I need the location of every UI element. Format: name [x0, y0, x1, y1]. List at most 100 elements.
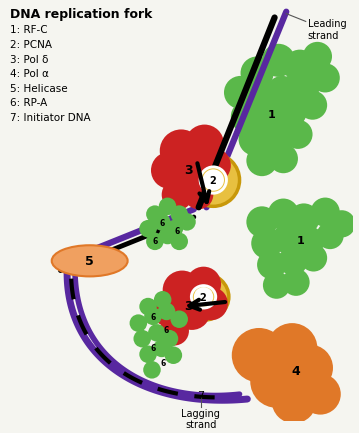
Circle shape: [163, 271, 202, 310]
Circle shape: [260, 120, 293, 153]
Circle shape: [266, 76, 299, 109]
Circle shape: [300, 374, 341, 414]
Circle shape: [267, 323, 317, 374]
Circle shape: [171, 205, 188, 223]
Circle shape: [311, 63, 340, 93]
Circle shape: [171, 310, 188, 328]
Circle shape: [148, 324, 165, 342]
Circle shape: [283, 120, 313, 149]
Circle shape: [154, 291, 172, 309]
Text: 3: 3: [185, 300, 193, 313]
Text: 1: 1: [268, 110, 276, 120]
Circle shape: [224, 76, 257, 109]
Circle shape: [184, 180, 213, 209]
Circle shape: [146, 205, 164, 223]
Circle shape: [276, 97, 307, 127]
Ellipse shape: [52, 245, 128, 276]
Text: 2: PCNA: 2: PCNA: [10, 40, 52, 50]
Circle shape: [139, 220, 157, 237]
Circle shape: [286, 345, 333, 391]
Circle shape: [295, 227, 324, 256]
Circle shape: [269, 144, 298, 173]
Ellipse shape: [193, 287, 214, 307]
Text: 4: 4: [292, 365, 300, 378]
Circle shape: [146, 233, 164, 250]
Text: 6: 6: [160, 359, 165, 368]
Text: 1: 1: [297, 236, 305, 246]
Circle shape: [268, 199, 299, 229]
Circle shape: [186, 267, 221, 302]
Text: 3: 3: [185, 164, 193, 177]
Circle shape: [252, 98, 285, 131]
Circle shape: [241, 56, 274, 90]
Circle shape: [171, 233, 188, 250]
Text: 5: Helicase: 5: Helicase: [10, 84, 67, 94]
Circle shape: [279, 246, 308, 275]
Text: 3: Pol δ: 3: Pol δ: [10, 55, 48, 65]
Circle shape: [134, 330, 151, 347]
Circle shape: [272, 378, 316, 423]
Circle shape: [328, 210, 355, 237]
Circle shape: [257, 250, 286, 279]
Text: 4: Pol α: 4: Pol α: [10, 69, 49, 79]
Circle shape: [288, 204, 320, 235]
Circle shape: [263, 271, 290, 299]
Circle shape: [246, 145, 278, 176]
Circle shape: [151, 152, 188, 189]
Circle shape: [195, 287, 228, 320]
Circle shape: [162, 179, 193, 210]
Ellipse shape: [190, 284, 217, 310]
Circle shape: [173, 154, 212, 193]
Ellipse shape: [202, 168, 225, 192]
Circle shape: [160, 129, 202, 172]
Text: 6: RP-A: 6: RP-A: [10, 98, 47, 108]
Circle shape: [165, 346, 182, 364]
Ellipse shape: [187, 154, 239, 207]
Circle shape: [311, 197, 340, 227]
Circle shape: [246, 207, 278, 237]
Text: Leading
strand: Leading strand: [308, 19, 346, 41]
Circle shape: [303, 42, 332, 71]
Circle shape: [288, 72, 320, 103]
Text: DNA replication fork: DNA replication fork: [10, 8, 152, 21]
Circle shape: [165, 220, 183, 237]
Ellipse shape: [178, 274, 229, 320]
Text: 6: 6: [159, 220, 164, 228]
Circle shape: [159, 197, 176, 215]
Text: 1: RF-C: 1: RF-C: [10, 25, 47, 36]
Circle shape: [161, 330, 178, 347]
Circle shape: [239, 123, 272, 156]
Circle shape: [298, 90, 327, 120]
Circle shape: [143, 361, 161, 378]
Text: 7: 7: [197, 391, 204, 401]
Circle shape: [251, 228, 283, 259]
Circle shape: [300, 244, 327, 271]
Circle shape: [202, 169, 224, 191]
Text: 7: Initiator DNA: 7: Initiator DNA: [10, 113, 90, 123]
Text: 6: 6: [150, 344, 155, 353]
Circle shape: [158, 303, 175, 320]
Circle shape: [178, 213, 196, 231]
Circle shape: [139, 346, 157, 363]
Text: 6: 6: [174, 227, 180, 236]
Circle shape: [185, 125, 224, 164]
Circle shape: [283, 268, 309, 296]
Circle shape: [194, 287, 213, 307]
Circle shape: [139, 298, 157, 315]
Circle shape: [231, 100, 264, 133]
Circle shape: [262, 44, 295, 77]
Circle shape: [250, 355, 303, 408]
Text: 6: 6: [152, 237, 158, 246]
Circle shape: [283, 50, 316, 83]
Circle shape: [173, 293, 210, 330]
Circle shape: [196, 148, 231, 183]
Text: 6: 6: [164, 326, 169, 336]
Circle shape: [144, 307, 162, 325]
Text: Lagging
strand: Lagging strand: [181, 409, 220, 430]
Text: 6: 6: [150, 313, 155, 322]
Circle shape: [152, 292, 187, 327]
Circle shape: [272, 223, 304, 254]
Circle shape: [153, 339, 171, 357]
Text: 2: 2: [209, 176, 216, 186]
Text: 2: 2: [199, 293, 206, 303]
